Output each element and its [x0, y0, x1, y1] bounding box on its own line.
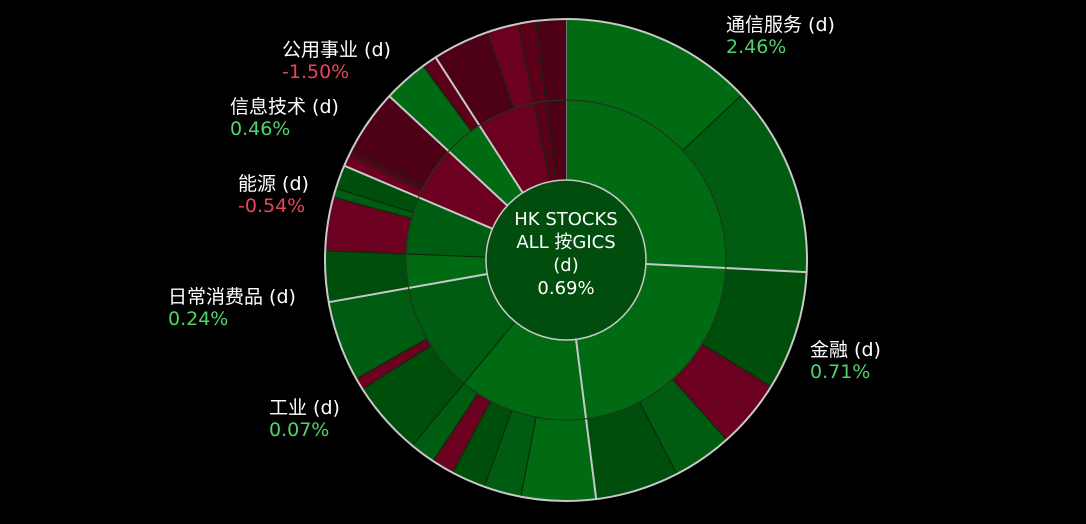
callout-name: 能源 (d)	[238, 173, 309, 195]
level-ring	[405, 99, 727, 421]
center-disc[interactable]	[485, 179, 647, 341]
callout-name: 公用事业 (d)	[282, 39, 391, 61]
callout-name: 工业 (d)	[269, 397, 340, 419]
callout-consumer-staples: 日常消费品 (d) 0.24%	[168, 286, 296, 330]
sunburst-slices	[324, 18, 808, 502]
callout-energy: 能源 (d) -0.54%	[238, 173, 309, 217]
callout-value: 0.71%	[810, 361, 871, 383]
callout-name: 金融 (d)	[810, 339, 881, 361]
outer-rim	[324, 18, 808, 502]
callout-value: -0.54%	[238, 195, 306, 217]
center-value: 0.69%	[537, 278, 595, 299]
callout-utilities: 公用事业 (d) -1.50%	[282, 39, 391, 83]
callout-information-technology: 信息技术 (d) 0.46%	[230, 96, 339, 140]
callout-value: -1.50%	[282, 61, 350, 83]
callout-communication-services: 通信服务 (d) 2.46%	[726, 14, 835, 58]
callout-name: 通信服务 (d)	[726, 14, 835, 36]
center-title-line2: ALL 按GICS	[516, 232, 616, 253]
center-title-line1: HK STOCKS	[514, 209, 618, 230]
callout-name: 日常消费品 (d)	[168, 286, 296, 308]
callout-value: 0.07%	[269, 419, 330, 441]
sector-separator	[388, 95, 509, 207]
callout-value: 2.46%	[726, 36, 787, 58]
callout-financials: 金融 (d) 0.71%	[810, 339, 881, 383]
sector-separator	[645, 263, 807, 274]
center-title-line3: (d)	[553, 255, 579, 276]
callout-industrials: 工业 (d) 0.07%	[269, 397, 340, 441]
center-label: HK STOCKS ALL 按GICS (d) 0.69%	[486, 208, 646, 300]
callout-value: 0.46%	[230, 118, 291, 140]
callout-name: 信息技术 (d)	[230, 96, 339, 118]
callout-value: 0.24%	[168, 308, 229, 330]
